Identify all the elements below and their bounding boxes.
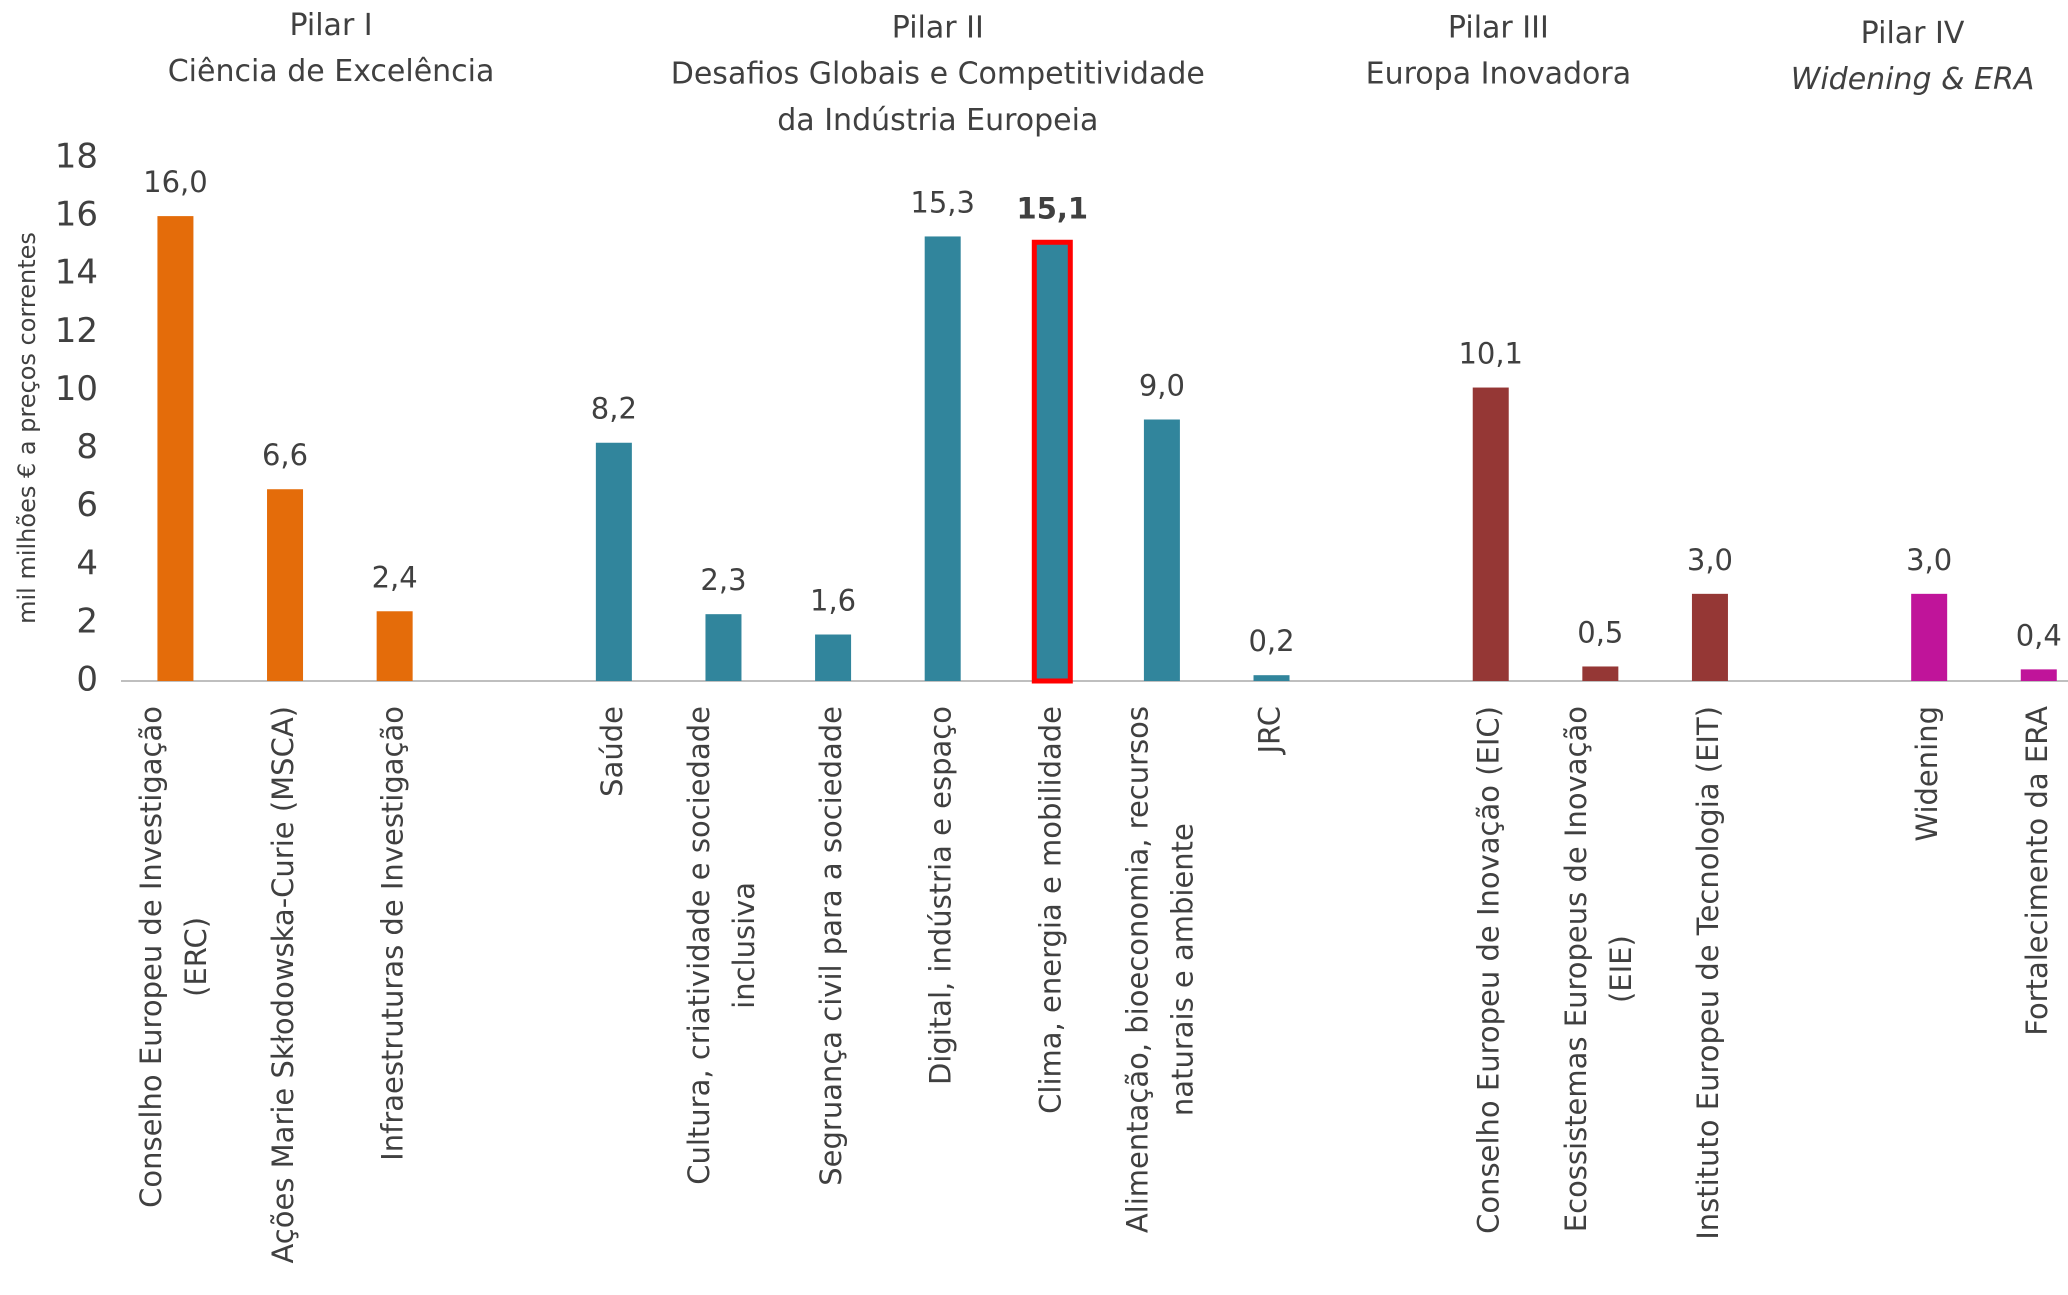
- y-tick-label: 12: [55, 311, 98, 351]
- x-tick-label: Cultura, criatividade e sociedade: [682, 706, 716, 1185]
- value-label: 0,5: [1577, 615, 1623, 649]
- x-tick-label: Segruança civil para a sociedade: [814, 706, 848, 1186]
- y-tick-label: 2: [76, 601, 98, 641]
- pillar-title: Desafios Globais e Competitividade: [671, 57, 1205, 92]
- y-tick-label: 6: [76, 485, 98, 525]
- y-tick-label: 8: [76, 427, 98, 467]
- bar: [267, 489, 304, 681]
- pillar-title: Widening & ERA: [1791, 62, 2035, 97]
- x-tick-label: Saúde: [595, 706, 629, 797]
- x-tick-label: Alimentação, bioeconomia, recursos: [1120, 706, 1154, 1233]
- value-label: 2,3: [700, 563, 746, 597]
- x-tick-label: Ações Marie Skłodowska-Curie (MSCA): [266, 706, 300, 1264]
- x-tick-label: Infraestruturas de Investigação: [376, 706, 410, 1161]
- value-label: 10,1: [1458, 337, 1523, 371]
- bar: [815, 634, 852, 681]
- value-label: 0,2: [1248, 624, 1294, 658]
- value-label: 15,1: [1017, 191, 1089, 225]
- x-tick-label: Digital, indústria e espaço: [924, 706, 958, 1085]
- pillar-title: Pilar IV: [1861, 16, 1965, 51]
- y-tick-label: 14: [55, 253, 98, 293]
- bar: [705, 614, 742, 681]
- pillar-title: da Indústria Europeia: [777, 103, 1098, 138]
- bar: [1472, 387, 1509, 681]
- value-label: 16,0: [143, 165, 208, 199]
- pillar-title: Europa Inovadora: [1366, 57, 1631, 92]
- pillar-title: Pilar I: [289, 8, 372, 43]
- bar: [1582, 666, 1619, 681]
- x-tick-label: inclusiva: [727, 882, 761, 1009]
- value-label: 15,3: [910, 185, 975, 219]
- x-tick-label: JRC: [1253, 706, 1287, 756]
- pillar-title: Pilar II: [892, 11, 984, 46]
- x-tick-label: Ecossistemas Europeus de Inovação: [1559, 706, 1593, 1232]
- bar: [1691, 593, 1728, 681]
- x-tick-label: Clima, energia e mobilidade: [1033, 706, 1067, 1114]
- value-label: 3,0: [1687, 543, 1733, 577]
- bar: [1143, 419, 1180, 681]
- value-label: 1,6: [810, 584, 856, 618]
- bar: [924, 236, 961, 681]
- x-tick-label: (ERC): [179, 917, 213, 997]
- y-tick-label: 18: [55, 137, 98, 177]
- y-tick-label: 16: [55, 195, 98, 235]
- x-tick-label: Conselho Europeu de Inovação (EIC): [1472, 706, 1506, 1234]
- value-label: 8,2: [591, 392, 637, 426]
- value-label: 2,4: [372, 560, 418, 594]
- pillar-title: Ciência de Excelência: [168, 54, 495, 89]
- bar: [2020, 669, 2057, 681]
- y-tick-label: 0: [76, 660, 98, 700]
- value-label: 9,0: [1139, 369, 1185, 403]
- x-tick-label: Instituto Europeu de Tecnologia (EIT): [1691, 706, 1725, 1240]
- pillar-title: Pilar III: [1448, 11, 1549, 46]
- value-label: 0,4: [2016, 618, 2062, 652]
- x-tick-label: Fortalecimento da ERA: [2020, 706, 2054, 1036]
- value-label: 6,6: [262, 438, 308, 472]
- x-tick-label: (EIE): [1604, 935, 1638, 1003]
- bar: [157, 216, 194, 681]
- value-label: 3,0: [1906, 543, 1952, 577]
- x-tick-label: Widening: [1910, 706, 1944, 842]
- y-tick-label: 4: [76, 543, 98, 583]
- bar: [1253, 675, 1290, 681]
- bar: [595, 442, 632, 681]
- bar: [1031, 239, 1073, 684]
- bar: [1911, 593, 1948, 681]
- bar: [376, 611, 413, 681]
- x-tick-label: Conselho Europeu de Investigação: [134, 706, 168, 1208]
- y-tick-label: 10: [55, 369, 98, 409]
- x-tick-label: naturais e ambiente: [1165, 823, 1199, 1116]
- y-axis-label: mil milhões € a preços correntes: [13, 232, 41, 624]
